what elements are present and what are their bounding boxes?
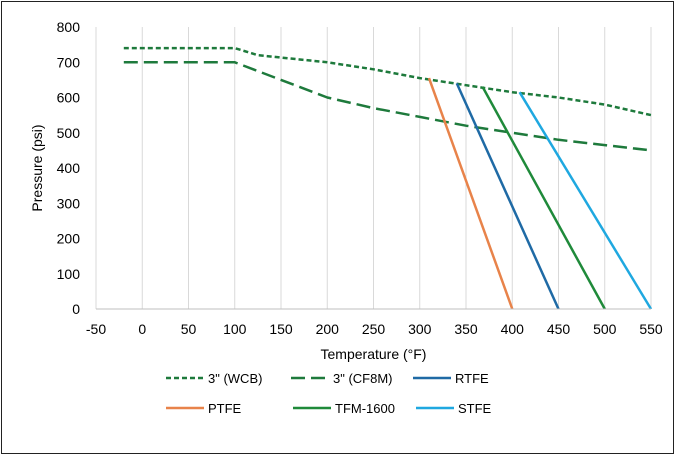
chart-axes: -50 0 50 100 150 200 250 300 350 400 450 500 550 0 100… <box>57 19 663 337</box>
x-tick-label: 450 <box>547 321 571 337</box>
y-tick-label: 200 <box>57 231 81 247</box>
x-tick-label: 550 <box>639 321 663 337</box>
chart-grid <box>95 27 652 309</box>
x-tick-label: 250 <box>362 321 386 337</box>
x-tick-label: 0 <box>138 321 146 337</box>
x-tick-label: 300 <box>408 321 432 337</box>
y-axis-title: Pressure (psi) <box>29 124 45 211</box>
x-axis-title: Temperature (°F) <box>321 346 427 362</box>
y-tick-label: 500 <box>57 125 81 141</box>
x-tick-label: 500 <box>593 321 617 337</box>
legend-label-rtfe: RTFE <box>455 371 489 386</box>
series-line-tfm-1600 <box>481 86 606 310</box>
x-tick-label: 200 <box>316 321 340 337</box>
x-tick-label: 400 <box>501 321 525 337</box>
series-line-rtfe <box>455 82 560 310</box>
y-tick-label: 800 <box>57 19 81 35</box>
x-tick-label: 50 <box>181 321 197 337</box>
legend-label-tfm-1600: TFM-1600 <box>335 401 395 416</box>
x-tick-label: 100 <box>223 321 247 337</box>
chart-legend: 3" (WCB) 3" (CF8M) RTFE PTFE TFM-1600 STFE <box>166 371 492 416</box>
x-tick-label: 350 <box>454 321 478 337</box>
y-tick-label: 600 <box>57 90 81 106</box>
x-tick-label: -50 <box>86 321 106 337</box>
legend-label-stfe: STFE <box>458 401 492 416</box>
y-tick-label: 0 <box>72 301 80 317</box>
series-line-stfe <box>518 91 653 310</box>
series-line-ptfe <box>427 77 514 310</box>
y-tick-label: 700 <box>57 54 81 70</box>
series-line-3-wcb <box>123 46 652 117</box>
y-tick-label: 300 <box>57 195 81 211</box>
y-tick-label: 100 <box>57 266 81 282</box>
x-tick-label: 150 <box>269 321 293 337</box>
chart-series <box>123 46 653 310</box>
legend-label-ptfe: PTFE <box>208 401 242 416</box>
legend-label-3-cf8m: 3" (CF8M) <box>333 371 393 386</box>
y-tick-label: 400 <box>57 160 81 176</box>
legend-label-3-wcb: 3" (WCB) <box>208 371 262 386</box>
series-line-3-cf8m <box>123 61 652 152</box>
